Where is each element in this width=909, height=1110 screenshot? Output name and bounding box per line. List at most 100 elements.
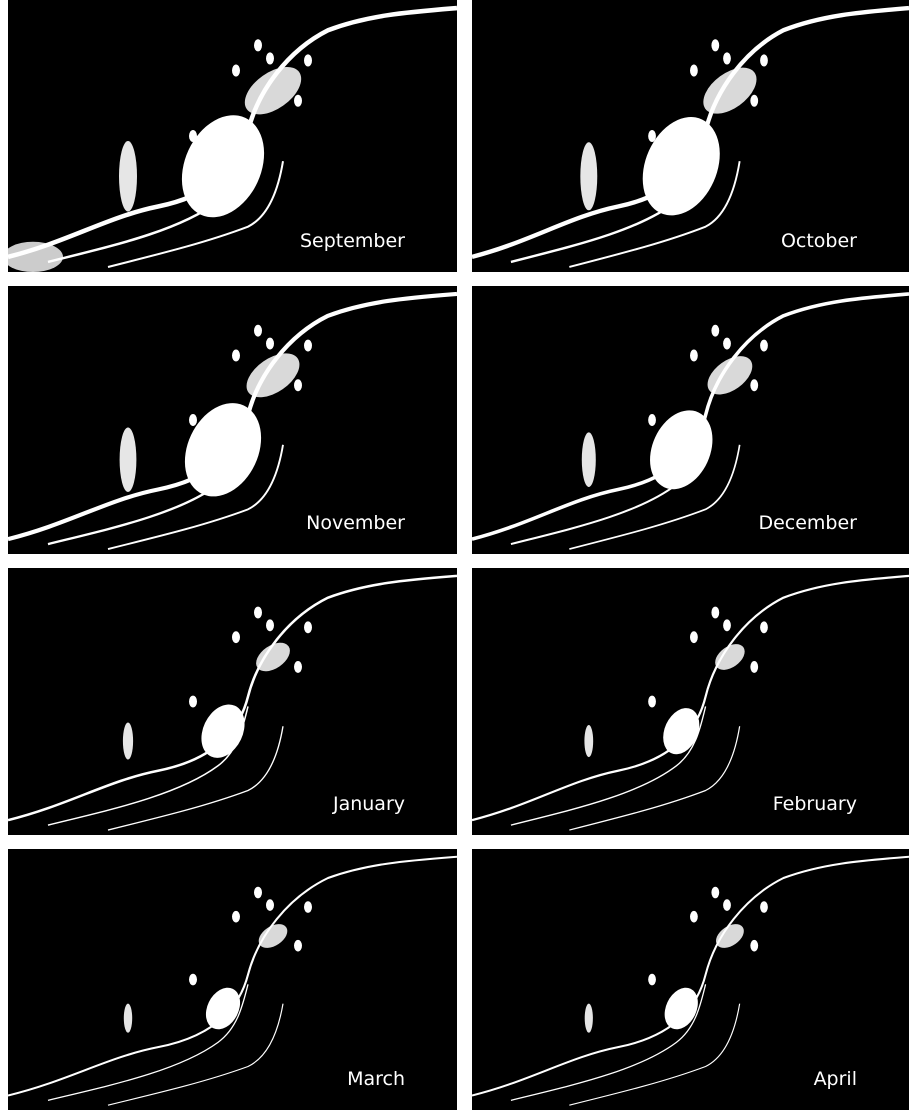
water-shape <box>254 39 262 52</box>
water-shape <box>760 901 768 913</box>
water-map <box>472 855 909 1106</box>
water-shape <box>254 886 262 899</box>
water-shape <box>711 324 720 337</box>
water-map <box>8 291 457 550</box>
water-shape <box>750 939 759 952</box>
water-shape <box>580 142 598 211</box>
satellite-panel: February <box>472 568 909 835</box>
water-shape <box>232 349 240 362</box>
water-shape <box>304 54 312 67</box>
month-label: March <box>347 1068 405 1090</box>
water-shape <box>258 924 288 948</box>
water-shape <box>189 973 197 986</box>
satellite-panel: March <box>8 849 457 1110</box>
water-map <box>472 292 909 550</box>
month-label: April <box>813 1068 857 1090</box>
month-label: October <box>780 230 857 252</box>
water-shape <box>189 129 197 143</box>
water-shape <box>201 704 245 758</box>
satellite-panel: November <box>8 286 457 554</box>
water-shape <box>304 339 312 352</box>
water-shape <box>246 353 300 398</box>
water-shape <box>294 94 302 107</box>
water-shape <box>189 414 197 426</box>
water-shape <box>232 631 240 644</box>
water-shape <box>648 129 656 143</box>
water-shape <box>711 606 720 619</box>
water-shape <box>294 379 302 392</box>
water-shape <box>107 726 284 831</box>
month-label: February <box>772 793 857 815</box>
water-map <box>472 574 909 831</box>
water-shape <box>584 724 594 758</box>
water-map <box>472 5 909 268</box>
water-shape <box>119 427 137 492</box>
water-shape <box>703 67 757 114</box>
month-label: January <box>332 793 405 815</box>
water-shape <box>47 984 249 1101</box>
water-shape <box>760 54 768 67</box>
water-shape <box>472 855 909 1097</box>
water-shape <box>205 987 241 1030</box>
water-shape <box>266 52 274 65</box>
water-shape <box>254 324 262 337</box>
water-shape <box>232 64 240 77</box>
water-shape <box>642 117 720 216</box>
water-map <box>8 5 457 272</box>
water-shape <box>107 161 284 268</box>
month-label: December <box>758 512 857 534</box>
water-map <box>8 855 457 1106</box>
water-shape <box>690 64 698 77</box>
satellite-panel: December <box>472 286 909 554</box>
water-shape <box>723 52 731 65</box>
water-shape <box>711 886 720 899</box>
water-shape <box>266 337 274 350</box>
month-label: September <box>299 230 405 252</box>
water-shape <box>760 621 768 634</box>
water-shape <box>123 1003 133 1033</box>
water-shape <box>232 910 240 923</box>
water-shape <box>569 726 741 831</box>
water-shape <box>750 94 759 107</box>
water-shape <box>256 642 290 672</box>
water-shape <box>8 574 457 822</box>
water-shape <box>294 939 302 952</box>
water-map <box>8 574 457 831</box>
water-shape <box>569 1003 741 1106</box>
satellite-panel: April <box>472 849 909 1110</box>
water-shape <box>690 349 698 362</box>
water-shape <box>664 987 698 1030</box>
water-shape <box>707 356 753 395</box>
water-shape <box>8 855 457 1097</box>
water-shape <box>472 574 909 822</box>
water-shape <box>711 39 720 52</box>
water-shape <box>122 722 134 760</box>
water-shape <box>266 619 274 632</box>
water-shape <box>715 924 744 948</box>
water-shape <box>581 432 596 487</box>
water-shape <box>472 292 909 541</box>
month-label: November <box>306 512 405 534</box>
water-shape <box>189 695 197 708</box>
water-shape <box>690 631 698 644</box>
water-shape <box>750 379 759 392</box>
water-shape <box>254 606 262 619</box>
water-shape <box>650 410 713 490</box>
water-shape <box>8 241 63 272</box>
satellite-panel: January <box>8 568 457 835</box>
water-shape <box>184 403 262 497</box>
water-shape <box>510 706 707 826</box>
water-shape <box>244 66 302 115</box>
water-shape <box>181 115 265 218</box>
water-shape <box>648 973 656 986</box>
water-shape <box>266 899 274 911</box>
water-shape <box>663 708 700 755</box>
water-shape <box>584 1003 593 1033</box>
water-shape <box>690 910 698 923</box>
water-shape <box>569 444 741 550</box>
water-shape <box>723 337 731 350</box>
water-shape <box>648 414 656 426</box>
water-shape <box>723 899 731 911</box>
water-shape <box>569 161 741 268</box>
